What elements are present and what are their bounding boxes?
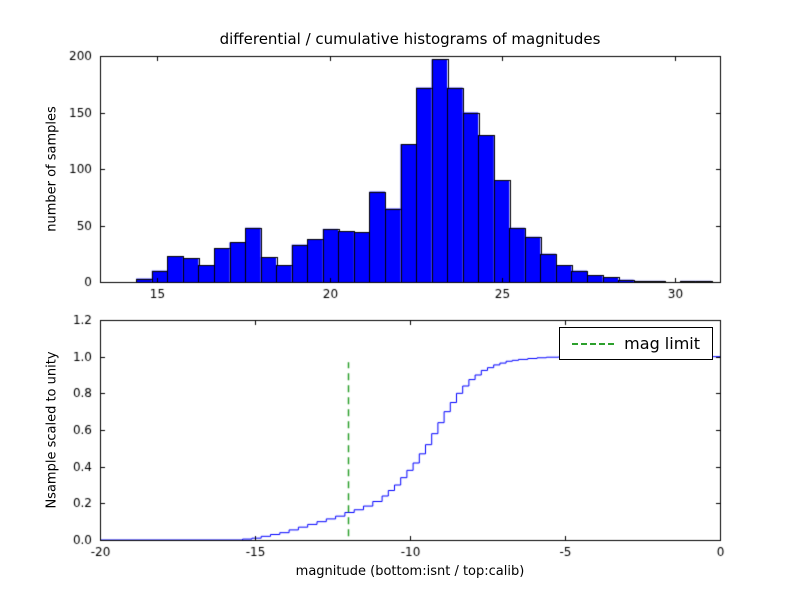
legend-label: mag limit — [624, 334, 700, 353]
chart-title: differential / cumulative histograms of … — [219, 30, 601, 48]
dashed-line-icon — [572, 342, 615, 345]
x-axis-label: magnitude (bottom:isnt / top:calib) — [295, 564, 525, 579]
bottom-y-axis-label: Nsample scaled to unity — [44, 351, 60, 509]
legend: mag limit — [559, 327, 713, 360]
top-y-axis-label: number of samples — [44, 106, 60, 232]
